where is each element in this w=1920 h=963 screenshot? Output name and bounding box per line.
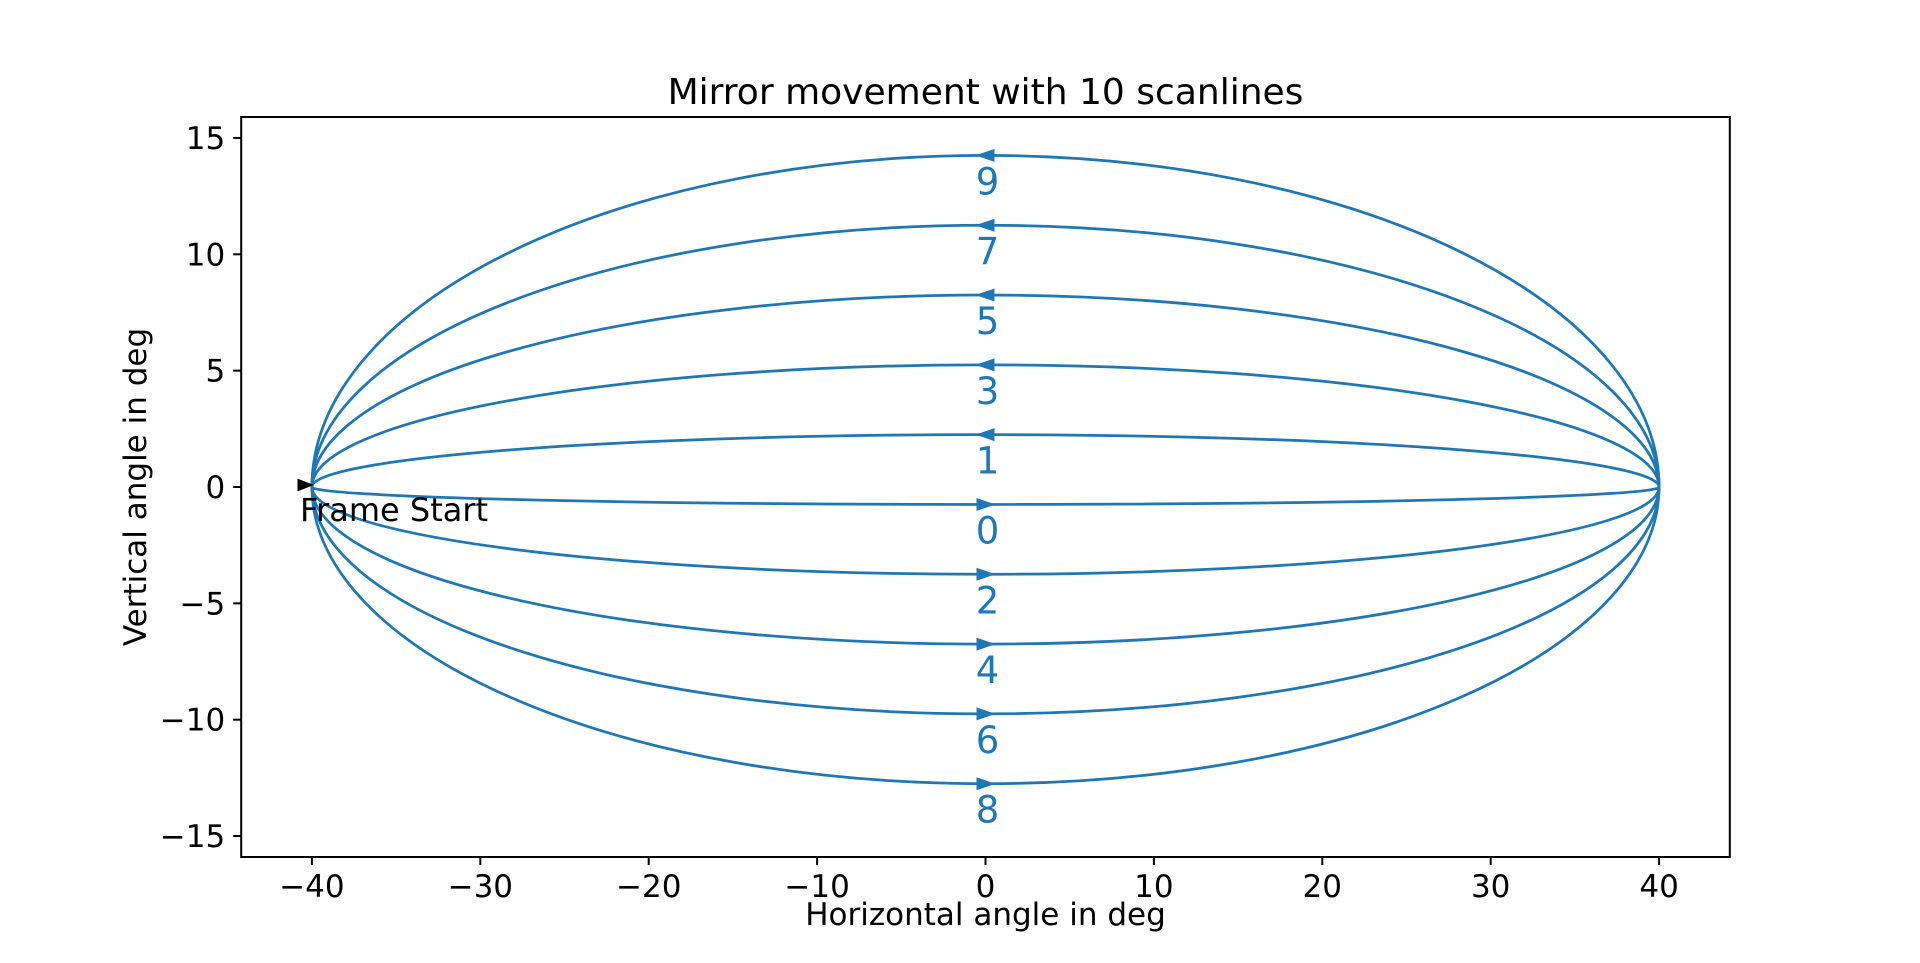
- x-tick-label: 40: [1639, 869, 1678, 905]
- scanline-arrow-right-icon: [976, 777, 996, 791]
- x-tick-label: 20: [1303, 869, 1342, 905]
- scanline-label-0: 0: [976, 509, 1000, 552]
- y-tick-label: −15: [160, 819, 225, 855]
- y-tick-label: 0: [205, 470, 225, 506]
- y-tick-label: −5: [179, 586, 225, 622]
- x-tick-label: −10: [784, 869, 849, 905]
- x-tick-label: −30: [448, 869, 513, 905]
- scanline-label-6: 6: [976, 719, 1000, 762]
- y-tick-label: 10: [186, 237, 225, 273]
- scanline-arrows: [975, 148, 996, 791]
- y-tick-label: 5: [205, 354, 225, 390]
- scanline-arrow-left-icon: [975, 218, 995, 232]
- scanline-arrow-right-icon: [976, 637, 996, 651]
- scanline-label-9: 9: [976, 160, 1000, 203]
- y-axis-label: Vertical angle in deg: [118, 328, 154, 646]
- scanline-arrow-right-icon: [976, 707, 996, 721]
- x-axis-label: Horizontal angle in deg: [805, 897, 1166, 933]
- frame-start-arrow-icon: [297, 478, 314, 492]
- frame-start-label: Frame Start: [300, 491, 488, 529]
- scanline-label-5: 5: [976, 300, 1000, 343]
- scanline-arrow-left-icon: [975, 148, 995, 162]
- scanline-number-labels: 0 1 2 3 4 5 6 7 8 9: [976, 160, 1000, 831]
- y-tick-label: 15: [186, 121, 225, 157]
- axis-ticks: [233, 136, 1661, 865]
- x-tick-label: −40: [279, 869, 344, 905]
- x-tick-label: 30: [1471, 869, 1510, 905]
- x-tick-label: 0: [976, 869, 996, 905]
- scanline-arrow-left-icon: [975, 288, 995, 302]
- scanline-label-4: 4: [976, 649, 1000, 692]
- scanline-label-8: 8: [976, 789, 1000, 832]
- scanline-label-3: 3: [976, 370, 1000, 413]
- axes-spines: [240, 116, 1731, 858]
- scanline-label-7: 7: [976, 230, 1000, 273]
- x-tick-label: −20: [616, 869, 681, 905]
- y-tick-label: −10: [160, 703, 225, 739]
- scanline-arrow-left-icon: [975, 428, 995, 442]
- axes-background: [241, 117, 1730, 857]
- scanline-arrow-right-icon: [976, 567, 996, 581]
- scanline-arrow-right-icon: [976, 497, 996, 511]
- scanline-label-2: 2: [976, 579, 1000, 622]
- frame-start-annotation: Frame Start: [297, 478, 488, 529]
- chart-title: Mirror movement with 10 scanlines: [668, 72, 1304, 113]
- scanline-arrow-left-icon: [975, 358, 995, 372]
- scanline-label-1: 1: [976, 440, 1000, 483]
- x-tick-label: 10: [1134, 869, 1173, 905]
